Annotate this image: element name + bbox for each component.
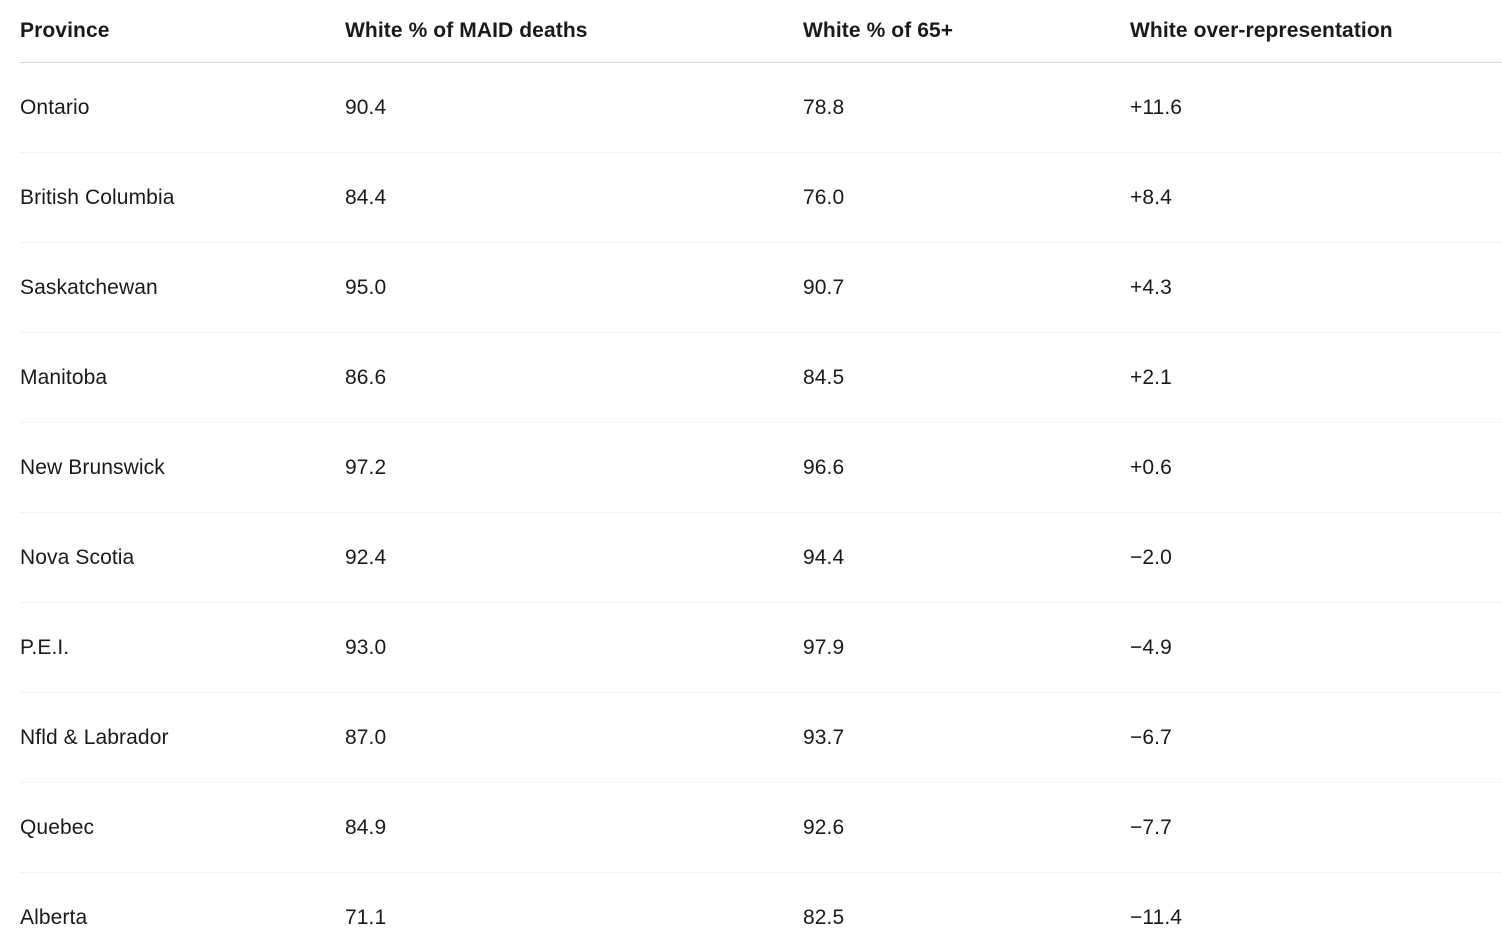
cell-over-representation: +0.6	[1130, 455, 1172, 479]
cell-senior-percent: 90.7	[803, 275, 845, 299]
cell-province: Manitoba	[20, 365, 108, 389]
cell-maid-percent: 86.6	[345, 365, 387, 389]
cell-province: Saskatchewan	[20, 275, 158, 299]
table-header-row: Province White % of MAID deaths White % …	[20, 0, 1502, 63]
cell-over-representation: −2.0	[1130, 545, 1172, 569]
cell-province: Alberta	[20, 905, 88, 929]
cell-maid-percent: 93.0	[345, 635, 387, 659]
table-row: Nfld & Labrador 87.0 93.7 −6.7	[20, 693, 1502, 783]
table-row: Alberta 71.1 82.5 −11.4	[20, 873, 1502, 949]
table-row: Quebec 84.9 92.6 −7.7	[20, 783, 1502, 873]
cell-maid-percent: 95.0	[345, 275, 387, 299]
column-header-over-representation: White over-representation	[1130, 19, 1393, 43]
cell-over-representation: −4.9	[1130, 635, 1172, 659]
cell-maid-percent: 84.4	[345, 185, 387, 209]
cell-maid-percent: 97.2	[345, 455, 387, 479]
cell-senior-percent: 94.4	[803, 545, 845, 569]
cell-province: British Columbia	[20, 185, 175, 209]
cell-senior-percent: 92.6	[803, 815, 845, 839]
table-row: New Brunswick 97.2 96.6 +0.6	[20, 423, 1502, 513]
cell-senior-percent: 78.8	[803, 95, 845, 119]
column-header-province: Province	[20, 19, 110, 43]
column-header-maid-percent: White % of MAID deaths	[345, 19, 588, 43]
cell-senior-percent: 76.0	[803, 185, 845, 209]
cell-senior-percent: 84.5	[803, 365, 845, 389]
table-body: Ontario 90.4 78.8 +11.6 British Columbia…	[20, 63, 1502, 949]
table-row: Saskatchewan 95.0 90.7 +4.3	[20, 243, 1502, 333]
cell-maid-percent: 87.0	[345, 725, 387, 749]
table-row: Ontario 90.4 78.8 +11.6	[20, 63, 1502, 153]
cell-senior-percent: 93.7	[803, 725, 845, 749]
table-row: Nova Scotia 92.4 94.4 −2.0	[20, 513, 1502, 603]
cell-over-representation: −6.7	[1130, 725, 1172, 749]
cell-over-representation: +8.4	[1130, 185, 1172, 209]
column-header-senior-percent: White % of 65+	[803, 19, 954, 43]
cell-over-representation: +4.3	[1130, 275, 1172, 299]
table-row: P.E.I. 93.0 97.9 −4.9	[20, 603, 1502, 693]
cell-province: P.E.I.	[20, 635, 70, 659]
cell-province: Nfld & Labrador	[20, 725, 169, 749]
cell-maid-percent: 84.9	[345, 815, 387, 839]
cell-over-representation: +11.6	[1130, 95, 1183, 119]
cell-province: New Brunswick	[20, 455, 165, 479]
cell-over-representation: +2.1	[1130, 365, 1172, 389]
cell-senior-percent: 96.6	[803, 455, 845, 479]
cell-maid-percent: 90.4	[345, 95, 387, 119]
cell-senior-percent: 82.5	[803, 905, 845, 929]
cell-over-representation: −7.7	[1130, 815, 1172, 839]
cell-maid-percent: 92.4	[345, 545, 387, 569]
table-row: Manitoba 86.6 84.5 +2.1	[20, 333, 1502, 423]
cell-province: Ontario	[20, 95, 90, 119]
cell-over-representation: −11.4	[1130, 905, 1183, 929]
cell-province: Quebec	[20, 815, 95, 839]
cell-senior-percent: 97.9	[803, 635, 845, 659]
cell-maid-percent: 71.1	[345, 905, 387, 929]
table-row: British Columbia 84.4 76.0 +8.4	[20, 153, 1502, 243]
cell-province: Nova Scotia	[20, 545, 135, 569]
